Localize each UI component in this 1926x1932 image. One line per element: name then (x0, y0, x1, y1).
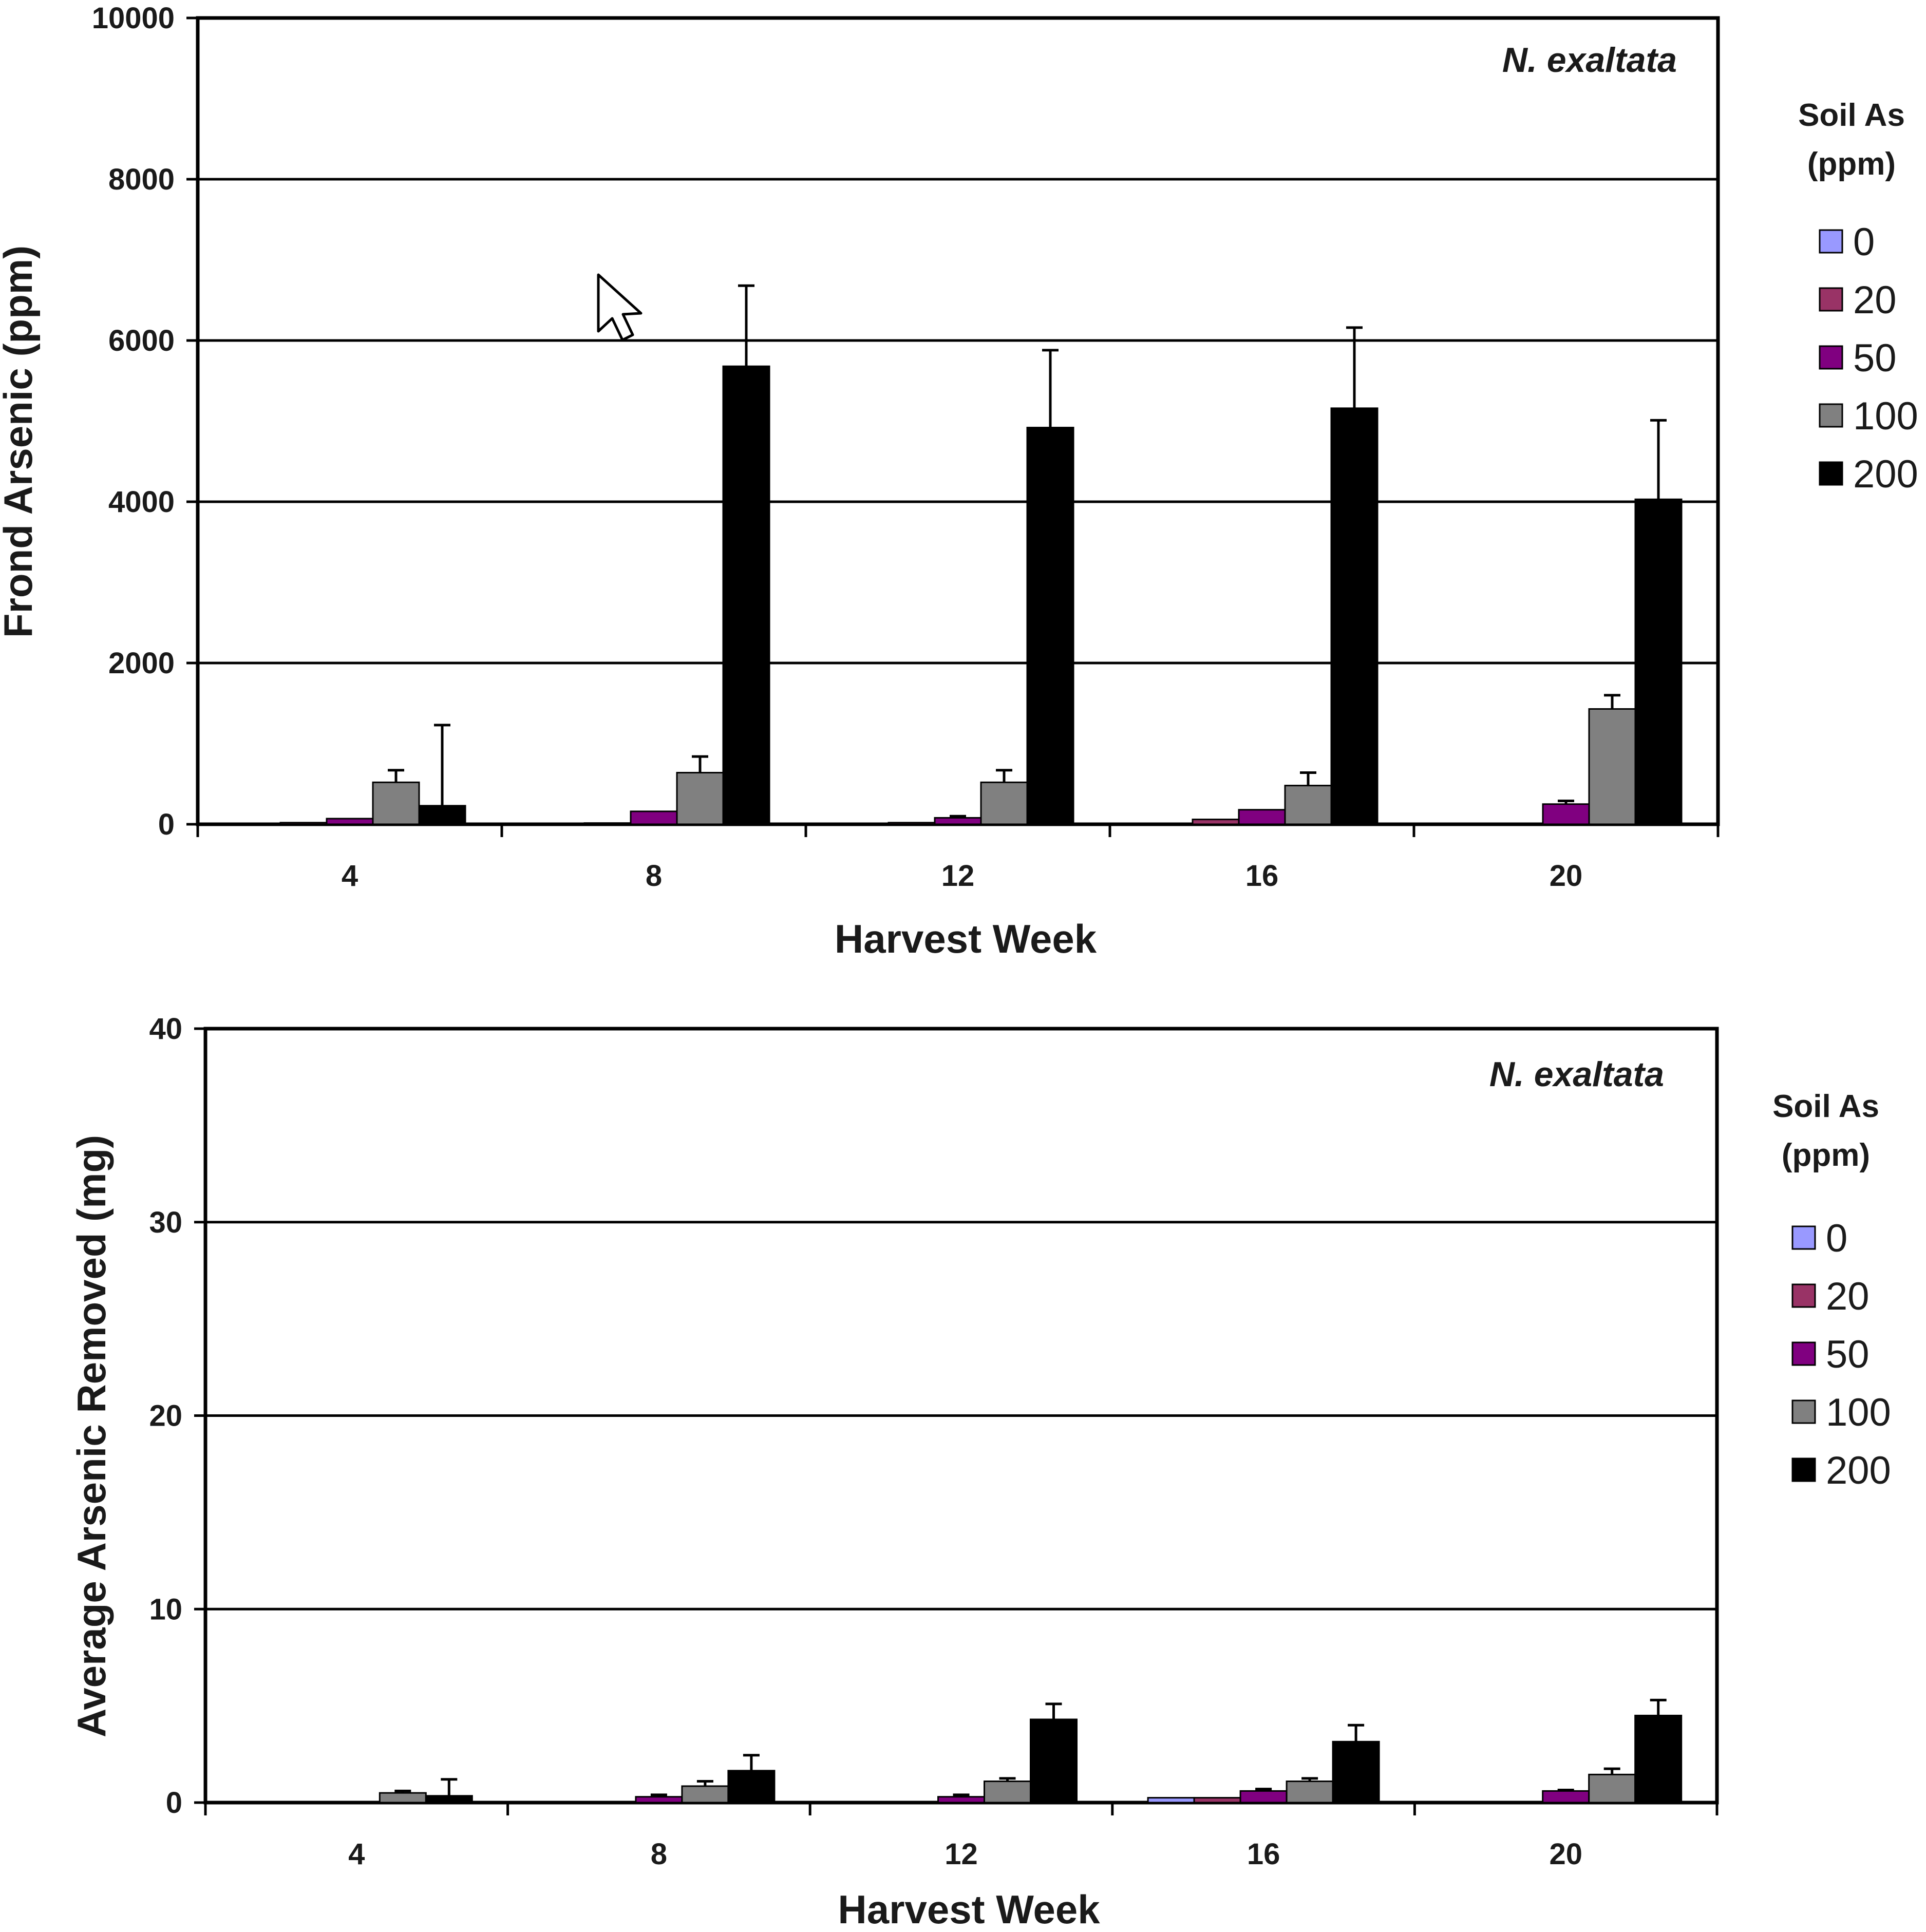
bar-100-week-4 (372, 781, 420, 825)
bar-20-week-12 (888, 822, 936, 825)
x-tick-label: 12 (941, 859, 975, 893)
mouse-cursor-icon (597, 273, 643, 342)
x-tick-label: 20 (1550, 859, 1583, 893)
x-tick-label: 4 (342, 859, 358, 893)
y-axis-title: Average Arsenic Removed (mg) (69, 1135, 114, 1737)
y-tick-label: 40 (149, 1012, 182, 1046)
bar-200-week-16 (1330, 407, 1379, 825)
bar-200-week-8 (727, 1770, 776, 1804)
y-tick-label: 6000 (108, 324, 175, 357)
bar-100-week-8 (676, 772, 724, 825)
legend: Soil As (ppm) 0 20 50 100 200 (1772, 1089, 1891, 1492)
y-tick-label: 10 (149, 1593, 182, 1626)
legend-title-unit: (ppm) (1782, 1138, 1870, 1173)
legend-label: 20 (1853, 278, 1897, 322)
bar-200-week-4 (418, 805, 466, 825)
bar-0-week-16 (1147, 1797, 1195, 1804)
x-axis-title: Harvest Week (835, 916, 1097, 961)
bar-100-week-12 (980, 781, 1028, 825)
bar-50-week-20 (1542, 803, 1590, 825)
x-tick-label: 4 (348, 1838, 365, 1871)
bar-200-week-12 (1026, 427, 1074, 825)
x-axis-title: Harvest Week (838, 1887, 1100, 1932)
legend-label: 50 (1853, 336, 1897, 380)
y-tick-label: 0 (158, 808, 175, 841)
bar-50-week-4 (332, 1801, 381, 1804)
bar-20-week-16 (1192, 819, 1240, 825)
legend-label: 0 (1853, 220, 1875, 264)
legend-swatch-20 (1819, 287, 1843, 312)
bar-200-week-12 (1030, 1718, 1078, 1804)
bar-200-week-4 (425, 1795, 473, 1804)
bar-20-week-8 (583, 822, 632, 825)
y-tick-label: 4000 (108, 485, 175, 519)
bar-20-week-4 (279, 822, 328, 825)
legend-label: 200 (1826, 1449, 1891, 1492)
species-annotation: N. exaltata (1502, 41, 1677, 80)
chart-panel-2: 0 10 20 30 40 4 8 12 16 20 Harvest Week Average Ars… (69, 1012, 1891, 1932)
legend-title-unit: (ppm) (1807, 146, 1896, 182)
legend-title: Soil As (1798, 98, 1905, 133)
legend-swatch-50 (1791, 1341, 1816, 1366)
bar-50-week-16 (1239, 1790, 1288, 1804)
legend-title: Soil As (1772, 1089, 1879, 1124)
legend-label: 200 (1853, 452, 1918, 496)
legend-label: 0 (1826, 1217, 1847, 1260)
x-tick-label: 16 (1245, 859, 1279, 893)
bar-200-week-16 (1332, 1740, 1380, 1804)
bar-50-week-8 (635, 1796, 683, 1804)
y-tick-label: 20 (149, 1399, 182, 1433)
x-tick-label: 16 (1247, 1838, 1280, 1871)
bar-100-week-8 (681, 1785, 729, 1804)
x-tick-label: 8 (646, 859, 662, 893)
legend-swatch-200 (1819, 461, 1843, 486)
bar-100-week-4 (379, 1792, 427, 1804)
bar-100-week-12 (984, 1781, 1031, 1804)
bar-100-week-16 (1284, 785, 1332, 825)
bar-100-week-20 (1588, 1773, 1636, 1804)
legend-label: 50 (1826, 1333, 1870, 1376)
bar-50-week-16 (1238, 809, 1286, 825)
x-tick-label: 12 (945, 1838, 978, 1871)
bar-200-week-20 (1634, 498, 1683, 825)
legend-swatch-20 (1791, 1283, 1816, 1308)
legend-swatch-200 (1791, 1457, 1816, 1482)
y-tick-label: 30 (149, 1206, 182, 1239)
bar-100-week-16 (1286, 1781, 1334, 1804)
bar-50-week-4 (326, 818, 374, 825)
legend-swatch-0 (1819, 229, 1843, 254)
y-axis-title: Frond Arsenic (ppm) (0, 245, 41, 638)
bar-50-week-20 (1542, 1790, 1590, 1804)
legend-swatch-0 (1791, 1225, 1816, 1250)
legend-swatch-100 (1791, 1399, 1816, 1424)
legend-label: 100 (1853, 394, 1918, 438)
species-annotation: N. exaltata (1489, 1055, 1664, 1094)
y-tick-label: 10000 (92, 2, 175, 35)
y-tick-label: 2000 (108, 647, 175, 680)
bar-200-week-20 (1634, 1714, 1683, 1804)
bar-50-week-12 (937, 1796, 985, 1804)
legend-swatch-50 (1819, 345, 1843, 370)
legend-swatch-100 (1819, 403, 1843, 428)
bar-20-week-20 (1496, 822, 1544, 825)
legend: Soil As (ppm) 0 20 50 100 200 (1798, 98, 1918, 496)
bar-50-week-8 (630, 810, 678, 825)
x-tick-label: 20 (1549, 1838, 1582, 1871)
bar-20-week-16 (1193, 1797, 1241, 1804)
x-tick-label: 8 (651, 1838, 667, 1871)
y-tick-label: 8000 (108, 163, 175, 196)
bar-50-week-12 (934, 817, 982, 825)
y-tick-label: 0 (166, 1786, 182, 1820)
bar-200-week-8 (722, 365, 770, 825)
bar-100-week-20 (1588, 708, 1636, 825)
legend-label: 20 (1826, 1275, 1870, 1318)
legend-label: 100 (1826, 1391, 1891, 1434)
